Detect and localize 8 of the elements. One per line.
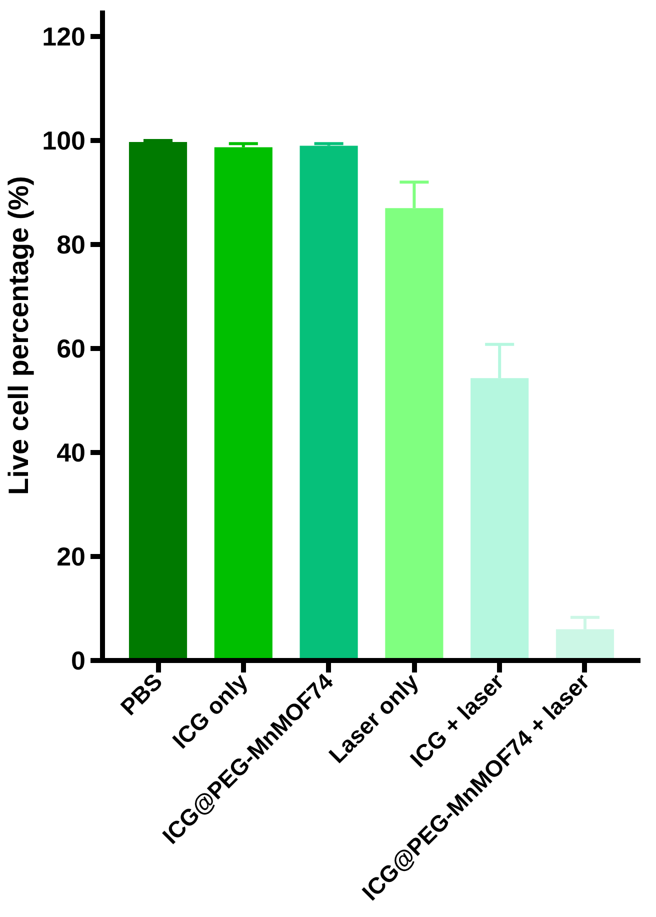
y-tick-label: 100 — [42, 126, 86, 156]
y-tick-label: 120 — [42, 22, 86, 52]
y-axis-title: Live cell percentage (%) — [3, 176, 34, 496]
y-tick-label: 20 — [56, 542, 86, 572]
y-tick-label: 80 — [56, 230, 86, 260]
y-tick-label: 40 — [56, 438, 86, 468]
y-tick-label: 60 — [56, 334, 86, 364]
y-tick-label: 0 — [71, 646, 86, 676]
